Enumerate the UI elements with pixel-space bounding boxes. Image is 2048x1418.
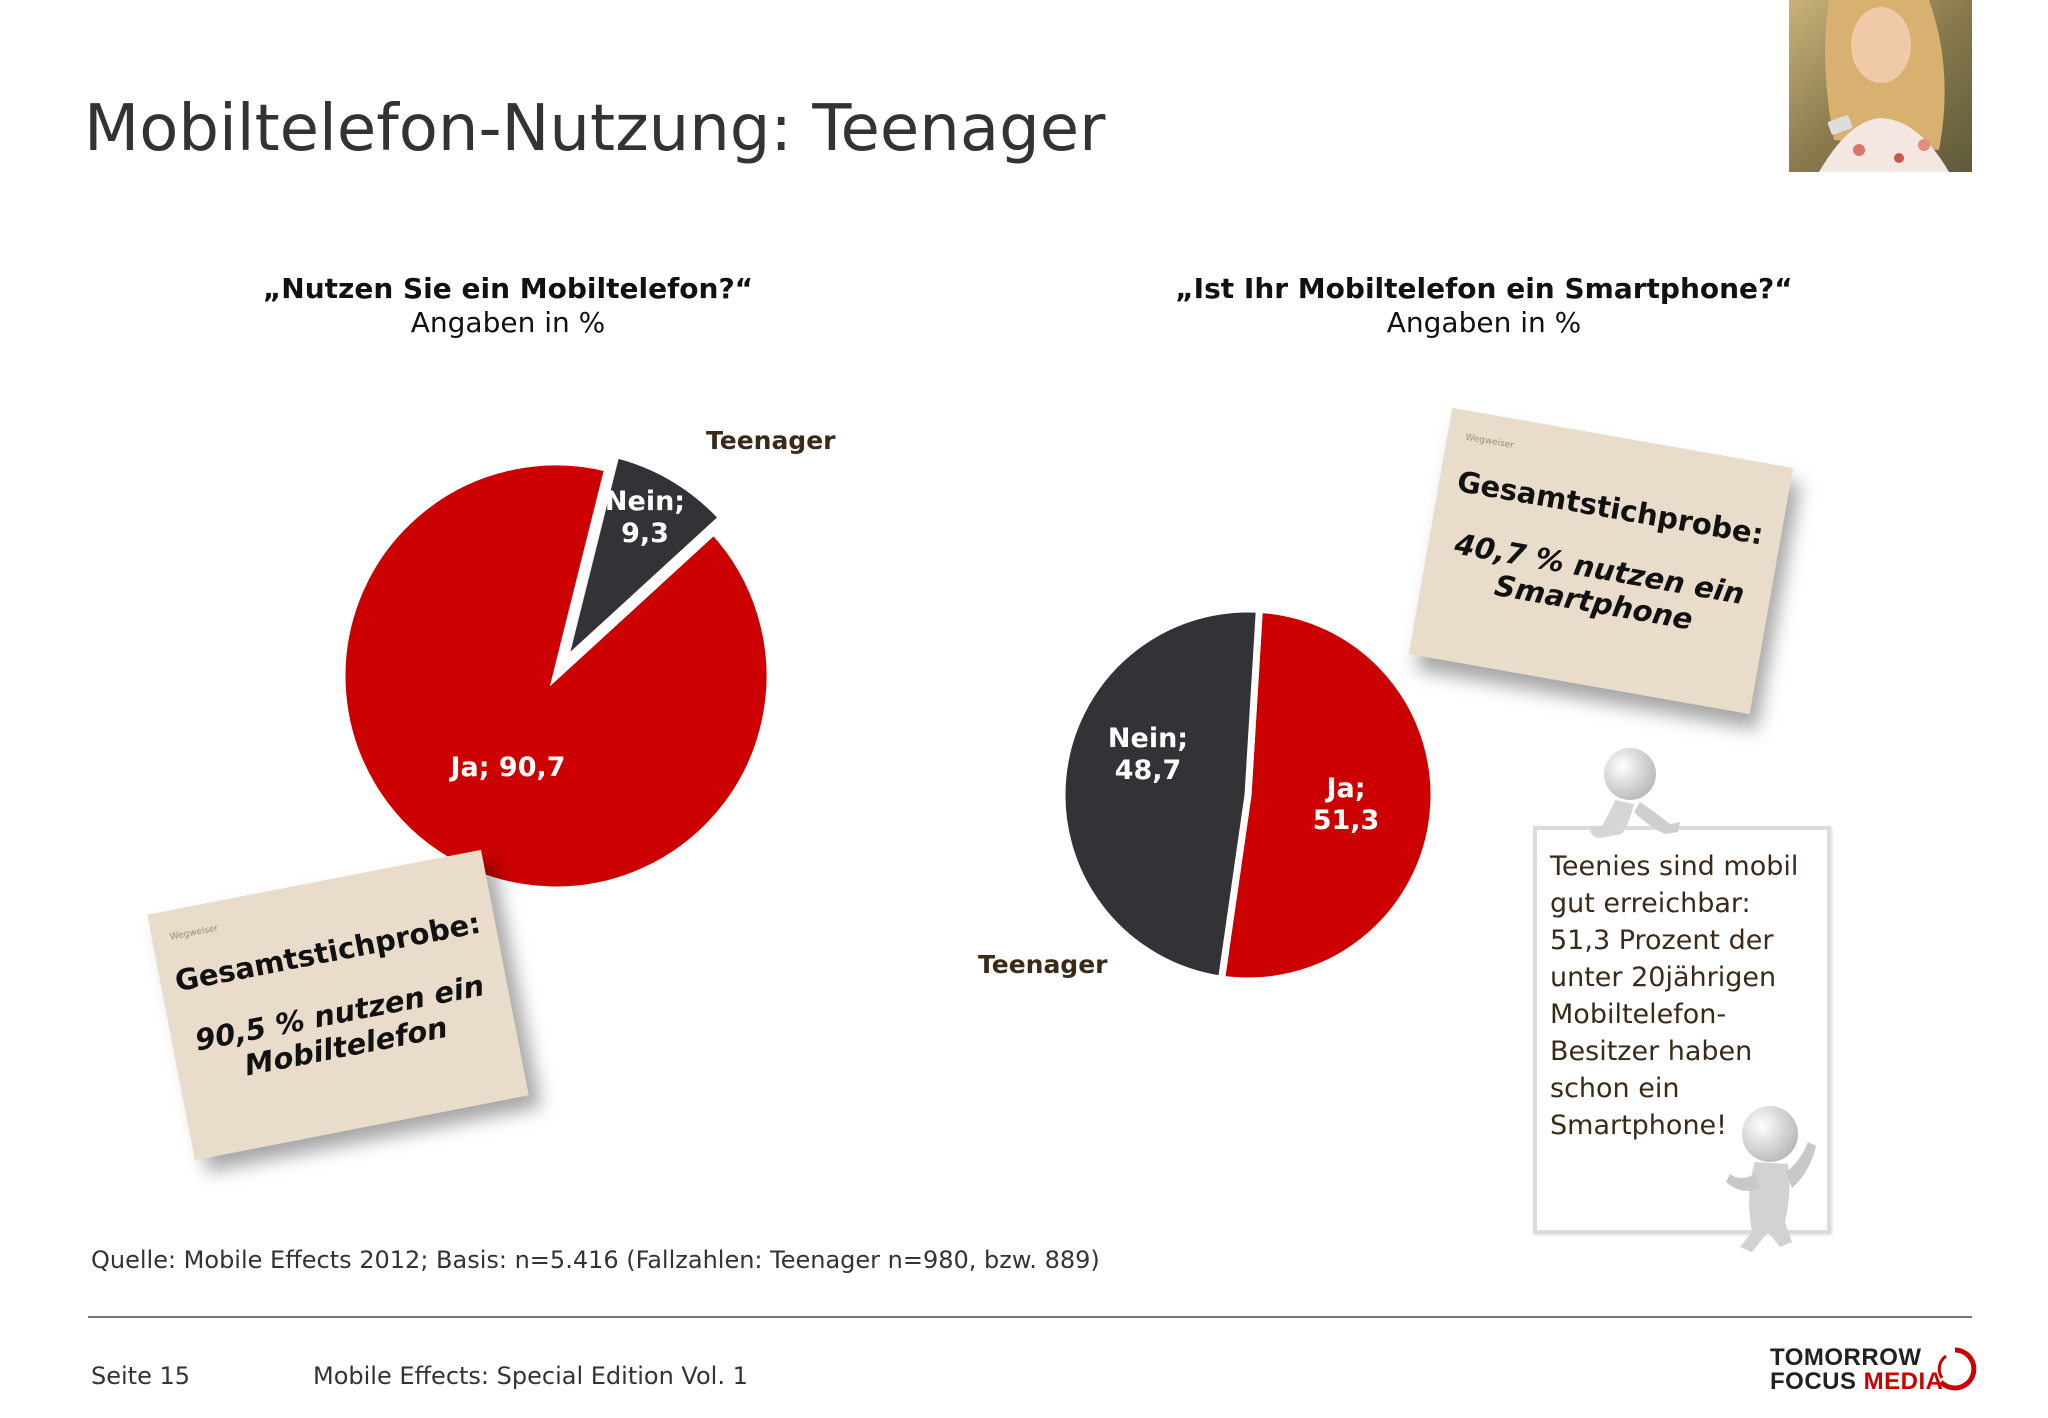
- chart-2-subtitle: Angaben in %: [1386, 306, 1582, 339]
- logo-media: MEDIA: [1863, 1368, 1944, 1395]
- chart-1-title: „Nutzen Sie ein Mobiltelefon?“: [262, 272, 754, 305]
- chart-1-subtitle: Angaben in %: [410, 306, 606, 339]
- logo-line-1: TOMORROW: [1770, 1344, 1922, 1371]
- logo-line-2: FOCUS MEDIA: [1770, 1368, 1944, 1396]
- whiteboard-text: Teenies sind mobil gut erreichbar: 51,3 …: [1550, 851, 1799, 1141]
- chart-1-label-ja: Ja; 90,7: [448, 752, 565, 783]
- figure-icon: [1589, 748, 1816, 1252]
- chart-2-label-ja: Ja; 51,3: [1313, 773, 1380, 836]
- chart-2-group-label: Teenager: [978, 950, 1108, 979]
- chart-2-label-nein: Nein; 48,7: [1108, 723, 1188, 786]
- chart-2-heading: „Ist Ihr Mobiltelefon ein Smartphone?“ A…: [1104, 272, 1864, 340]
- footer-divider: [88, 1316, 1972, 1318]
- page-number: Seite 15: [91, 1362, 191, 1390]
- tomorrow-focus-media-logo: TOMORROW FOCUS MEDIA: [1770, 1344, 1980, 1396]
- chart-1-label-nein: Nein; 9,3: [605, 486, 685, 549]
- chart-1-heading: „Nutzen Sie ein Mobiltelefon?“ Angaben i…: [128, 272, 888, 340]
- logo-focus: FOCUS: [1770, 1368, 1857, 1395]
- chart-1-slice-nein: [557, 450, 727, 673]
- woman-with-phone-photo: [1789, 0, 1972, 172]
- page-title: Mobiltelefon-Nutzung: Teenager: [84, 92, 1106, 166]
- chart-1-group-label: Teenager: [706, 426, 836, 455]
- source-note: Quelle: Mobile Effects 2012; Basis: n=5.…: [91, 1246, 1100, 1274]
- chart-2-title: „Ist Ihr Mobiltelefon ein Smartphone?“: [1175, 272, 1793, 305]
- footer-title: Mobile Effects: Special Edition Vol. 1: [313, 1362, 748, 1390]
- chart-2-slice-nein: [1058, 605, 1264, 984]
- logo-ring-icon: [1937, 1347, 1977, 1391]
- chart-2-slice-ja: [1217, 605, 1438, 985]
